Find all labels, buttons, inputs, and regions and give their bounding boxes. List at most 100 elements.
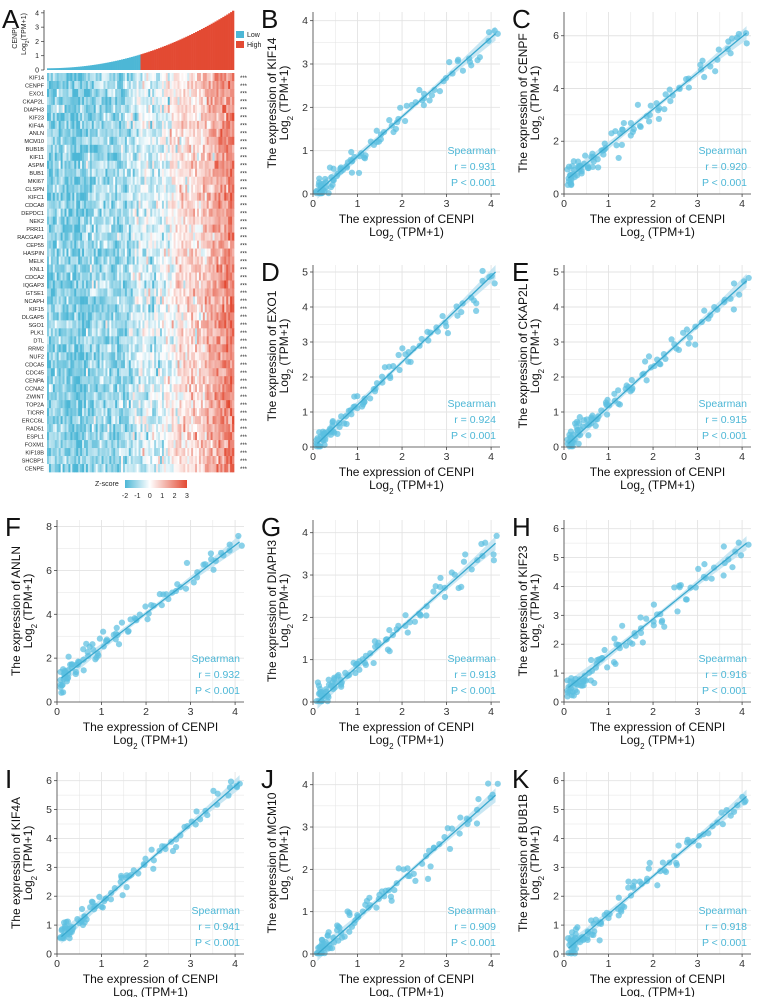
heatmap-cell	[56, 344, 60, 353]
heatmap-cell	[126, 288, 130, 297]
heatmap-cell	[121, 264, 124, 273]
heatmap-cell	[154, 280, 157, 289]
heatmap-cell	[220, 304, 223, 313]
heatmap-cell	[126, 96, 130, 106]
heatmap-cell	[130, 384, 134, 393]
heatmap-cell	[128, 376, 132, 385]
heatmap-cell	[200, 120, 204, 130]
heatmap-cell	[158, 320, 161, 329]
heatmap-cell	[163, 304, 167, 313]
heatmap-cell	[173, 80, 176, 90]
heatmap-cell	[154, 448, 157, 457]
heatmap-cell	[52, 168, 56, 178]
heatmap-cell	[105, 73, 108, 82]
heatmap-cell	[154, 392, 157, 401]
heatmap-cell	[64, 392, 67, 401]
heatmap-cell	[175, 416, 178, 425]
cenpi-bar	[208, 24, 211, 70]
heatmap-cell	[222, 296, 225, 305]
heatmap-cell	[198, 264, 202, 273]
heatmap-cell	[107, 248, 110, 257]
heatmap-cell	[169, 120, 173, 130]
cenpi-bar	[220, 18, 223, 71]
heatmap-cell	[64, 96, 67, 106]
heatmap-cell	[154, 248, 157, 257]
heatmap-cell	[78, 208, 81, 217]
heatmap-cell	[58, 456, 61, 465]
heatmap-cell	[196, 96, 200, 106]
heatmap-cell	[128, 200, 132, 210]
heatmap-cell	[62, 368, 65, 377]
heatmap-cell	[198, 232, 202, 241]
heatmap-cell	[66, 96, 69, 106]
heatmap-cell	[115, 120, 118, 130]
heatmap-cell	[130, 184, 134, 194]
heatmap-cell	[105, 208, 108, 217]
heatmap-cell	[189, 288, 192, 297]
heatmap-cell	[148, 464, 151, 473]
heatmap-cell	[99, 304, 102, 313]
heatmap-cell	[66, 128, 69, 138]
heatmap-cell	[47, 416, 50, 425]
heatmap-cell	[159, 344, 163, 353]
heatmap-cell	[52, 80, 56, 90]
heatmap-cell	[210, 448, 213, 457]
heatmap-cell	[226, 152, 229, 162]
gene-label: RAD51	[26, 427, 44, 433]
heatmap-cell	[60, 160, 63, 170]
heatmap-cell	[66, 112, 69, 122]
heatmap-cell	[80, 184, 83, 194]
heatmap-cell	[91, 432, 95, 441]
heatmap-cell	[115, 208, 118, 217]
heatmap-cell	[64, 280, 67, 289]
heatmap-cell	[208, 432, 211, 441]
heatmap-cell	[218, 440, 221, 449]
heatmap-cell	[132, 248, 136, 257]
heatmap-cell	[206, 152, 210, 162]
heatmap-cell	[193, 88, 196, 98]
heatmap-cell	[198, 184, 202, 194]
heatmap-cell	[138, 184, 141, 194]
heatmap-cell	[132, 200, 136, 210]
heatmap-cell	[124, 272, 128, 281]
heatmap-cell	[154, 96, 157, 106]
cenpi-bar	[232, 10, 235, 70]
heatmap-cell	[208, 416, 211, 425]
heatmap-cell	[134, 384, 137, 393]
heatmap-cell	[173, 312, 176, 321]
heatmap-cell	[202, 328, 206, 337]
heatmap-cell	[89, 120, 93, 130]
heatmap-cell	[218, 144, 221, 154]
heatmap-cell	[226, 104, 229, 114]
heatmap-cell	[105, 464, 108, 473]
heatmap-cell	[47, 200, 50, 210]
heatmap-cell	[220, 360, 223, 369]
heatmap-cell	[148, 432, 151, 441]
heatmap-cell	[132, 272, 136, 281]
heatmap-cell	[185, 344, 188, 353]
heatmap-cell	[208, 344, 211, 353]
heatmap-cell	[121, 160, 124, 170]
heatmap-cell	[165, 232, 169, 241]
heatmap-cell	[50, 120, 54, 130]
heatmap-cell	[105, 400, 108, 409]
heatmap-cell	[54, 176, 58, 186]
heatmap-cell	[50, 304, 54, 313]
heatmap-cell	[111, 360, 114, 369]
heatmap-cell	[169, 312, 173, 321]
significance-mark: ***	[240, 180, 248, 186]
heatmap-cell	[54, 440, 58, 449]
heatmap-cell	[228, 368, 231, 377]
heatmap-cell	[132, 73, 136, 82]
heatmap-cell	[82, 384, 85, 393]
heatmap-cell	[146, 104, 149, 114]
heatmap-cell	[132, 152, 136, 162]
heatmap-cell	[158, 73, 161, 82]
heatmap-cell	[60, 104, 63, 114]
heatmap-cell	[80, 280, 83, 289]
heatmap-cell	[142, 136, 145, 146]
heatmap-cell	[232, 248, 235, 257]
heatmap-cell	[144, 376, 147, 385]
heatmap-cell	[189, 208, 192, 217]
heatmap-cell	[185, 200, 188, 210]
